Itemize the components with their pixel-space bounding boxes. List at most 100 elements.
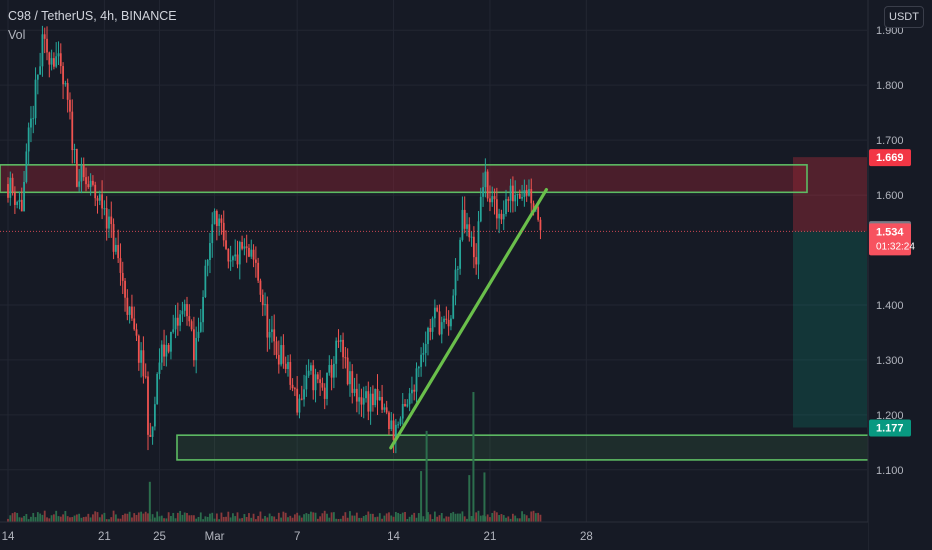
volume-bar <box>397 512 400 522</box>
volume-bar <box>440 513 443 522</box>
symbol-title[interactable]: C98 / TetherUS, 4h, BINANCE <box>8 9 177 23</box>
candle-body <box>18 199 21 202</box>
candle-body <box>232 256 234 261</box>
volume-bar <box>243 514 246 522</box>
volume-bar <box>71 517 74 522</box>
volume-indicator-label[interactable]: Vol <box>8 28 26 42</box>
candle-body <box>215 210 218 226</box>
volume-bar <box>192 515 195 522</box>
candle-body <box>390 420 393 430</box>
candle-body <box>495 199 498 219</box>
candle-body <box>427 328 429 345</box>
candle-body <box>392 420 395 441</box>
volume-bar <box>528 518 530 522</box>
candle-body <box>493 196 496 200</box>
volume-bar <box>381 518 383 522</box>
candle-body <box>98 194 101 201</box>
volume-bar <box>518 518 521 522</box>
stop-loss-zone <box>793 157 867 232</box>
resistance-zone <box>0 164 808 194</box>
volume-bar <box>369 513 372 522</box>
candle-body <box>429 328 432 332</box>
volume-bar <box>461 511 464 522</box>
candle-body <box>41 34 44 67</box>
volume-bar <box>41 514 44 522</box>
volume-bar <box>133 513 136 522</box>
candle-body <box>362 398 365 405</box>
volume-bar <box>261 518 264 522</box>
take-profit-zone <box>793 231 867 428</box>
x-tick-label: 14 <box>387 531 400 543</box>
candle-body <box>326 372 328 399</box>
candle-body <box>121 272 124 281</box>
candle-body <box>110 216 113 225</box>
volume-bar <box>507 516 510 522</box>
candle-body <box>257 262 260 281</box>
candle-body <box>64 83 67 85</box>
candle-body <box>456 268 459 270</box>
candle-body <box>46 38 48 53</box>
volume-bar <box>289 515 292 522</box>
candle-body <box>135 329 138 336</box>
candle-body <box>275 341 278 355</box>
volume-bar <box>268 513 271 522</box>
volume-bar <box>330 512 333 522</box>
volume-bar <box>151 514 154 522</box>
volume-bar <box>512 513 514 522</box>
volume-bar <box>372 513 374 522</box>
candle-body <box>365 391 367 399</box>
volume-bar <box>119 518 122 522</box>
price-label-bg <box>869 223 911 256</box>
candle-body <box>486 171 489 199</box>
volume-bar <box>147 513 149 522</box>
volume-bar <box>339 518 342 522</box>
candle-body <box>408 393 411 405</box>
volume-bar <box>346 517 349 522</box>
candle-body <box>346 357 349 385</box>
y-tick-label: 1.100 <box>876 465 904 477</box>
candle-body <box>192 329 195 361</box>
volume-bar <box>349 511 351 522</box>
candle-body <box>381 396 383 410</box>
volume-bar <box>114 514 117 522</box>
candle-body <box>367 391 370 412</box>
currency-button[interactable]: USDT <box>884 6 924 28</box>
candle-body <box>530 189 533 204</box>
price-label: 1.534 <box>876 226 904 238</box>
volume-bar <box>495 512 498 522</box>
volume-bar <box>174 518 177 522</box>
candle-body <box>245 246 248 248</box>
candle-body <box>316 374 319 380</box>
volume-bar <box>248 513 250 522</box>
candle-body <box>349 371 351 385</box>
time-axis: 14 21 25 Mar 7 14 21 28 <box>0 521 868 550</box>
volume-bar <box>450 513 452 522</box>
price-label-bg <box>869 419 911 437</box>
volume-bar <box>32 512 35 522</box>
volume-bar <box>401 512 404 522</box>
volume-bar <box>378 513 381 522</box>
candle-body <box>188 316 191 322</box>
candle-body <box>96 198 99 201</box>
volume-bar <box>36 512 39 522</box>
volume-bar <box>383 515 386 522</box>
volume-bar <box>509 518 512 522</box>
volume-bar <box>209 513 211 522</box>
volume-bar <box>353 515 356 522</box>
volume-spike <box>483 472 486 522</box>
volume-bar <box>291 517 294 522</box>
candle-body <box>300 398 303 400</box>
volume-spike <box>148 481 151 522</box>
candles <box>7 25 542 454</box>
candle-body <box>378 396 381 401</box>
candle-body <box>528 189 530 196</box>
volume-bar <box>195 518 198 522</box>
volume-bar <box>365 514 367 522</box>
candle-body <box>431 318 434 332</box>
y-tick-label: 1.300 <box>876 355 904 367</box>
candle-body <box>516 193 519 195</box>
volume-bar <box>96 512 99 522</box>
candle-body <box>353 388 356 393</box>
volume-bar <box>273 516 276 522</box>
